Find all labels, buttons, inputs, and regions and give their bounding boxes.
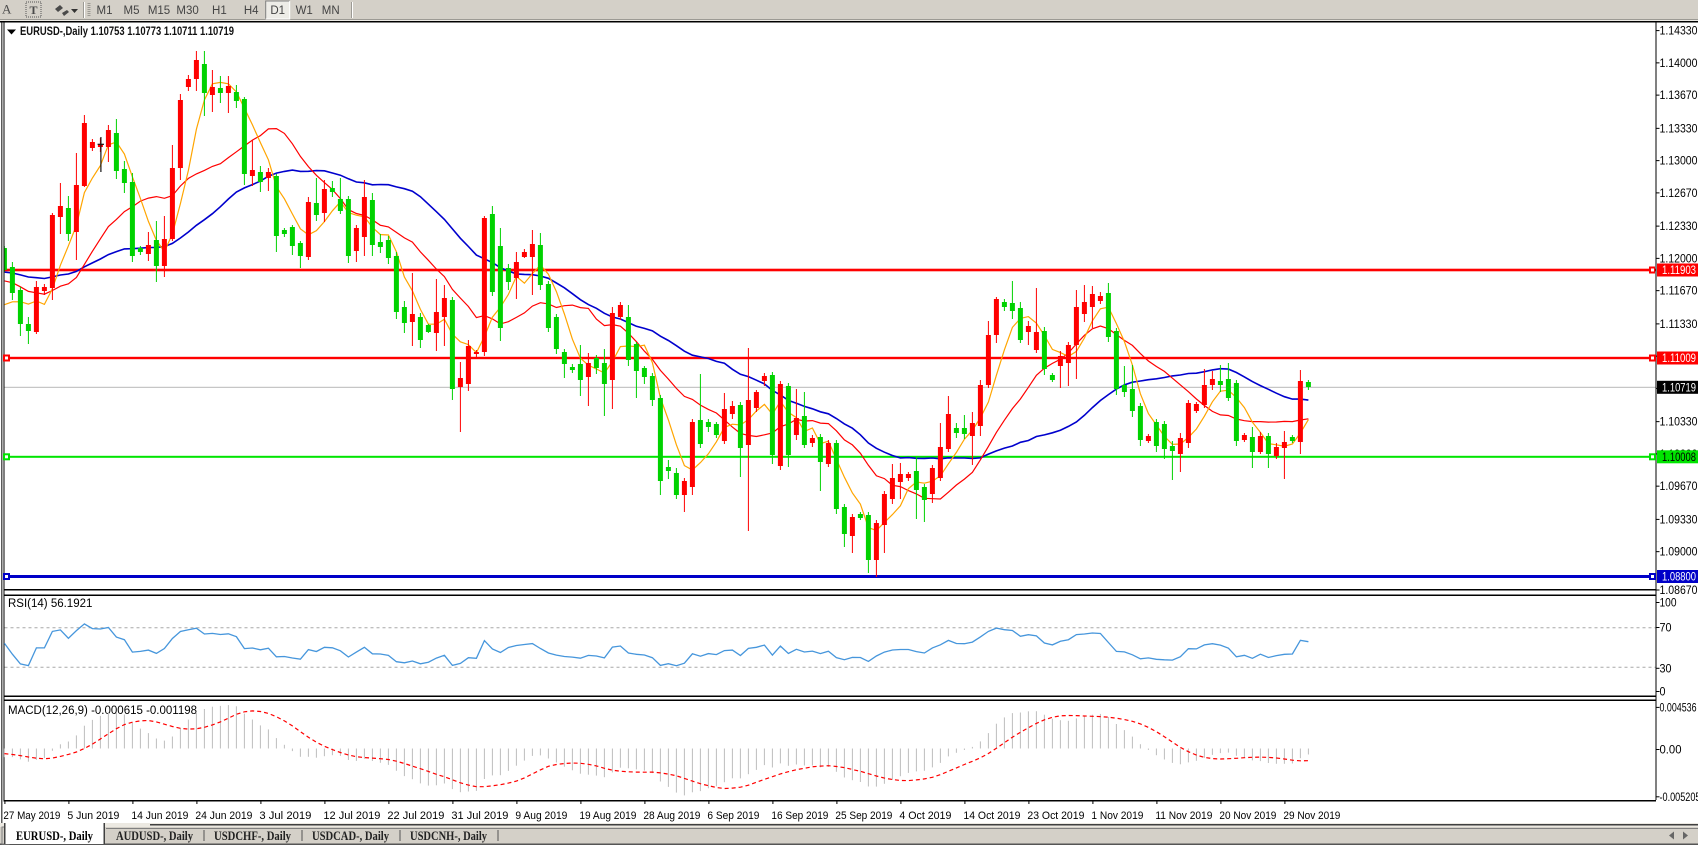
svg-text:USDCNH-, Daily: USDCNH-, Daily <box>410 828 487 843</box>
svg-text:6 Sep 2019: 6 Sep 2019 <box>707 810 759 822</box>
svg-text:30: 30 <box>1660 663 1672 675</box>
svg-text:RSI(14) 56.1921: RSI(14) 56.1921 <box>8 598 92 610</box>
svg-text:1.11903: 1.11903 <box>1662 265 1696 277</box>
svg-text:16 Sep 2019: 16 Sep 2019 <box>771 810 828 822</box>
svg-text:3 Jul 2019: 3 Jul 2019 <box>259 810 311 822</box>
svg-text:24 Jun 2019: 24 Jun 2019 <box>195 810 252 822</box>
svg-text:1.09330: 1.09330 <box>1660 514 1698 526</box>
svg-text:A: A <box>2 2 12 17</box>
svg-text:19 Aug 2019: 19 Aug 2019 <box>579 810 636 822</box>
svg-text:1.13670: 1.13670 <box>1660 90 1698 102</box>
svg-text:1.11009: 1.11009 <box>1662 353 1696 365</box>
svg-text:W1: W1 <box>296 5 313 17</box>
svg-text:100: 100 <box>1660 598 1677 610</box>
svg-text:-0.005205: -0.005205 <box>1660 792 1698 804</box>
svg-text:MACD(12,26,9) -0.000615 -0.001: MACD(12,26,9) -0.000615 -0.001198 <box>8 705 197 717</box>
svg-text:M5: M5 <box>124 5 140 17</box>
svg-text:MN: MN <box>322 5 340 17</box>
svg-text:M15: M15 <box>148 5 170 17</box>
svg-text:1.10719: 1.10719 <box>1662 383 1696 395</box>
svg-text:22 Jul 2019: 22 Jul 2019 <box>387 810 444 822</box>
svg-text:D1: D1 <box>270 5 285 17</box>
svg-text:23 Oct 2019: 23 Oct 2019 <box>1027 810 1084 822</box>
svg-text:1.08800: 1.08800 <box>1662 572 1696 584</box>
svg-text:H4: H4 <box>244 5 259 17</box>
svg-text:5 Jun 2019: 5 Jun 2019 <box>67 810 119 822</box>
svg-text:9 Aug 2019: 9 Aug 2019 <box>515 810 567 822</box>
svg-text:20 Nov 2019: 20 Nov 2019 <box>1219 810 1276 822</box>
svg-text:1.11330: 1.11330 <box>1660 319 1698 331</box>
svg-text:28 Aug 2019: 28 Aug 2019 <box>643 810 700 822</box>
svg-text:1.08670: 1.08670 <box>1660 585 1698 597</box>
svg-text:T: T <box>30 3 38 17</box>
svg-text:EURUSD-, Daily: EURUSD-, Daily <box>16 828 93 843</box>
svg-text:1.13000: 1.13000 <box>1660 156 1698 168</box>
svg-text:14 Jun 2019: 14 Jun 2019 <box>131 810 188 822</box>
svg-text:1.12000: 1.12000 <box>1660 253 1698 265</box>
svg-text:27 May 2019: 27 May 2019 <box>3 810 60 822</box>
svg-text:1.09670: 1.09670 <box>1660 481 1698 493</box>
svg-text:1.14000: 1.14000 <box>1660 58 1698 70</box>
svg-text:70: 70 <box>1660 623 1672 635</box>
svg-text:1.11670: 1.11670 <box>1660 286 1698 298</box>
svg-text:11 Nov 2019: 11 Nov 2019 <box>1155 810 1212 822</box>
svg-text:AUDUSD-, Daily: AUDUSD-, Daily <box>116 828 193 843</box>
svg-text:0.004536: 0.004536 <box>1660 702 1697 714</box>
svg-text:1.14330: 1.14330 <box>1660 26 1698 38</box>
svg-text:USDCHF-, Daily: USDCHF-, Daily <box>214 828 291 843</box>
svg-text:29 Nov 2019: 29 Nov 2019 <box>1283 810 1340 822</box>
svg-text:25 Sep 2019: 25 Sep 2019 <box>835 810 892 822</box>
svg-text:M30: M30 <box>176 5 198 17</box>
svg-text:H1: H1 <box>212 5 227 17</box>
svg-text:USDCAD-, Daily: USDCAD-, Daily <box>312 828 389 843</box>
svg-text:4 Oct 2019: 4 Oct 2019 <box>899 810 951 822</box>
svg-text:1.12330: 1.12330 <box>1660 221 1698 233</box>
svg-text:M1: M1 <box>97 5 113 17</box>
svg-text:1.12670: 1.12670 <box>1660 188 1698 200</box>
svg-text:31 Jul 2019: 31 Jul 2019 <box>451 810 508 822</box>
svg-text:1.10330: 1.10330 <box>1660 417 1698 429</box>
svg-text:1.09000: 1.09000 <box>1660 547 1698 559</box>
svg-text:1 Nov 2019: 1 Nov 2019 <box>1091 810 1143 822</box>
svg-text:1.10008: 1.10008 <box>1662 452 1696 464</box>
svg-text:14 Oct 2019: 14 Oct 2019 <box>963 810 1020 822</box>
svg-text:1.13330: 1.13330 <box>1660 123 1698 135</box>
svg-text:0.00: 0.00 <box>1660 745 1682 757</box>
svg-text:0: 0 <box>1660 687 1666 699</box>
svg-text:EURUSD-,Daily 1.10753 1.10773: EURUSD-,Daily 1.10753 1.10773 1.10711 1.… <box>20 26 234 38</box>
svg-text:12 Jul 2019: 12 Jul 2019 <box>323 810 380 822</box>
